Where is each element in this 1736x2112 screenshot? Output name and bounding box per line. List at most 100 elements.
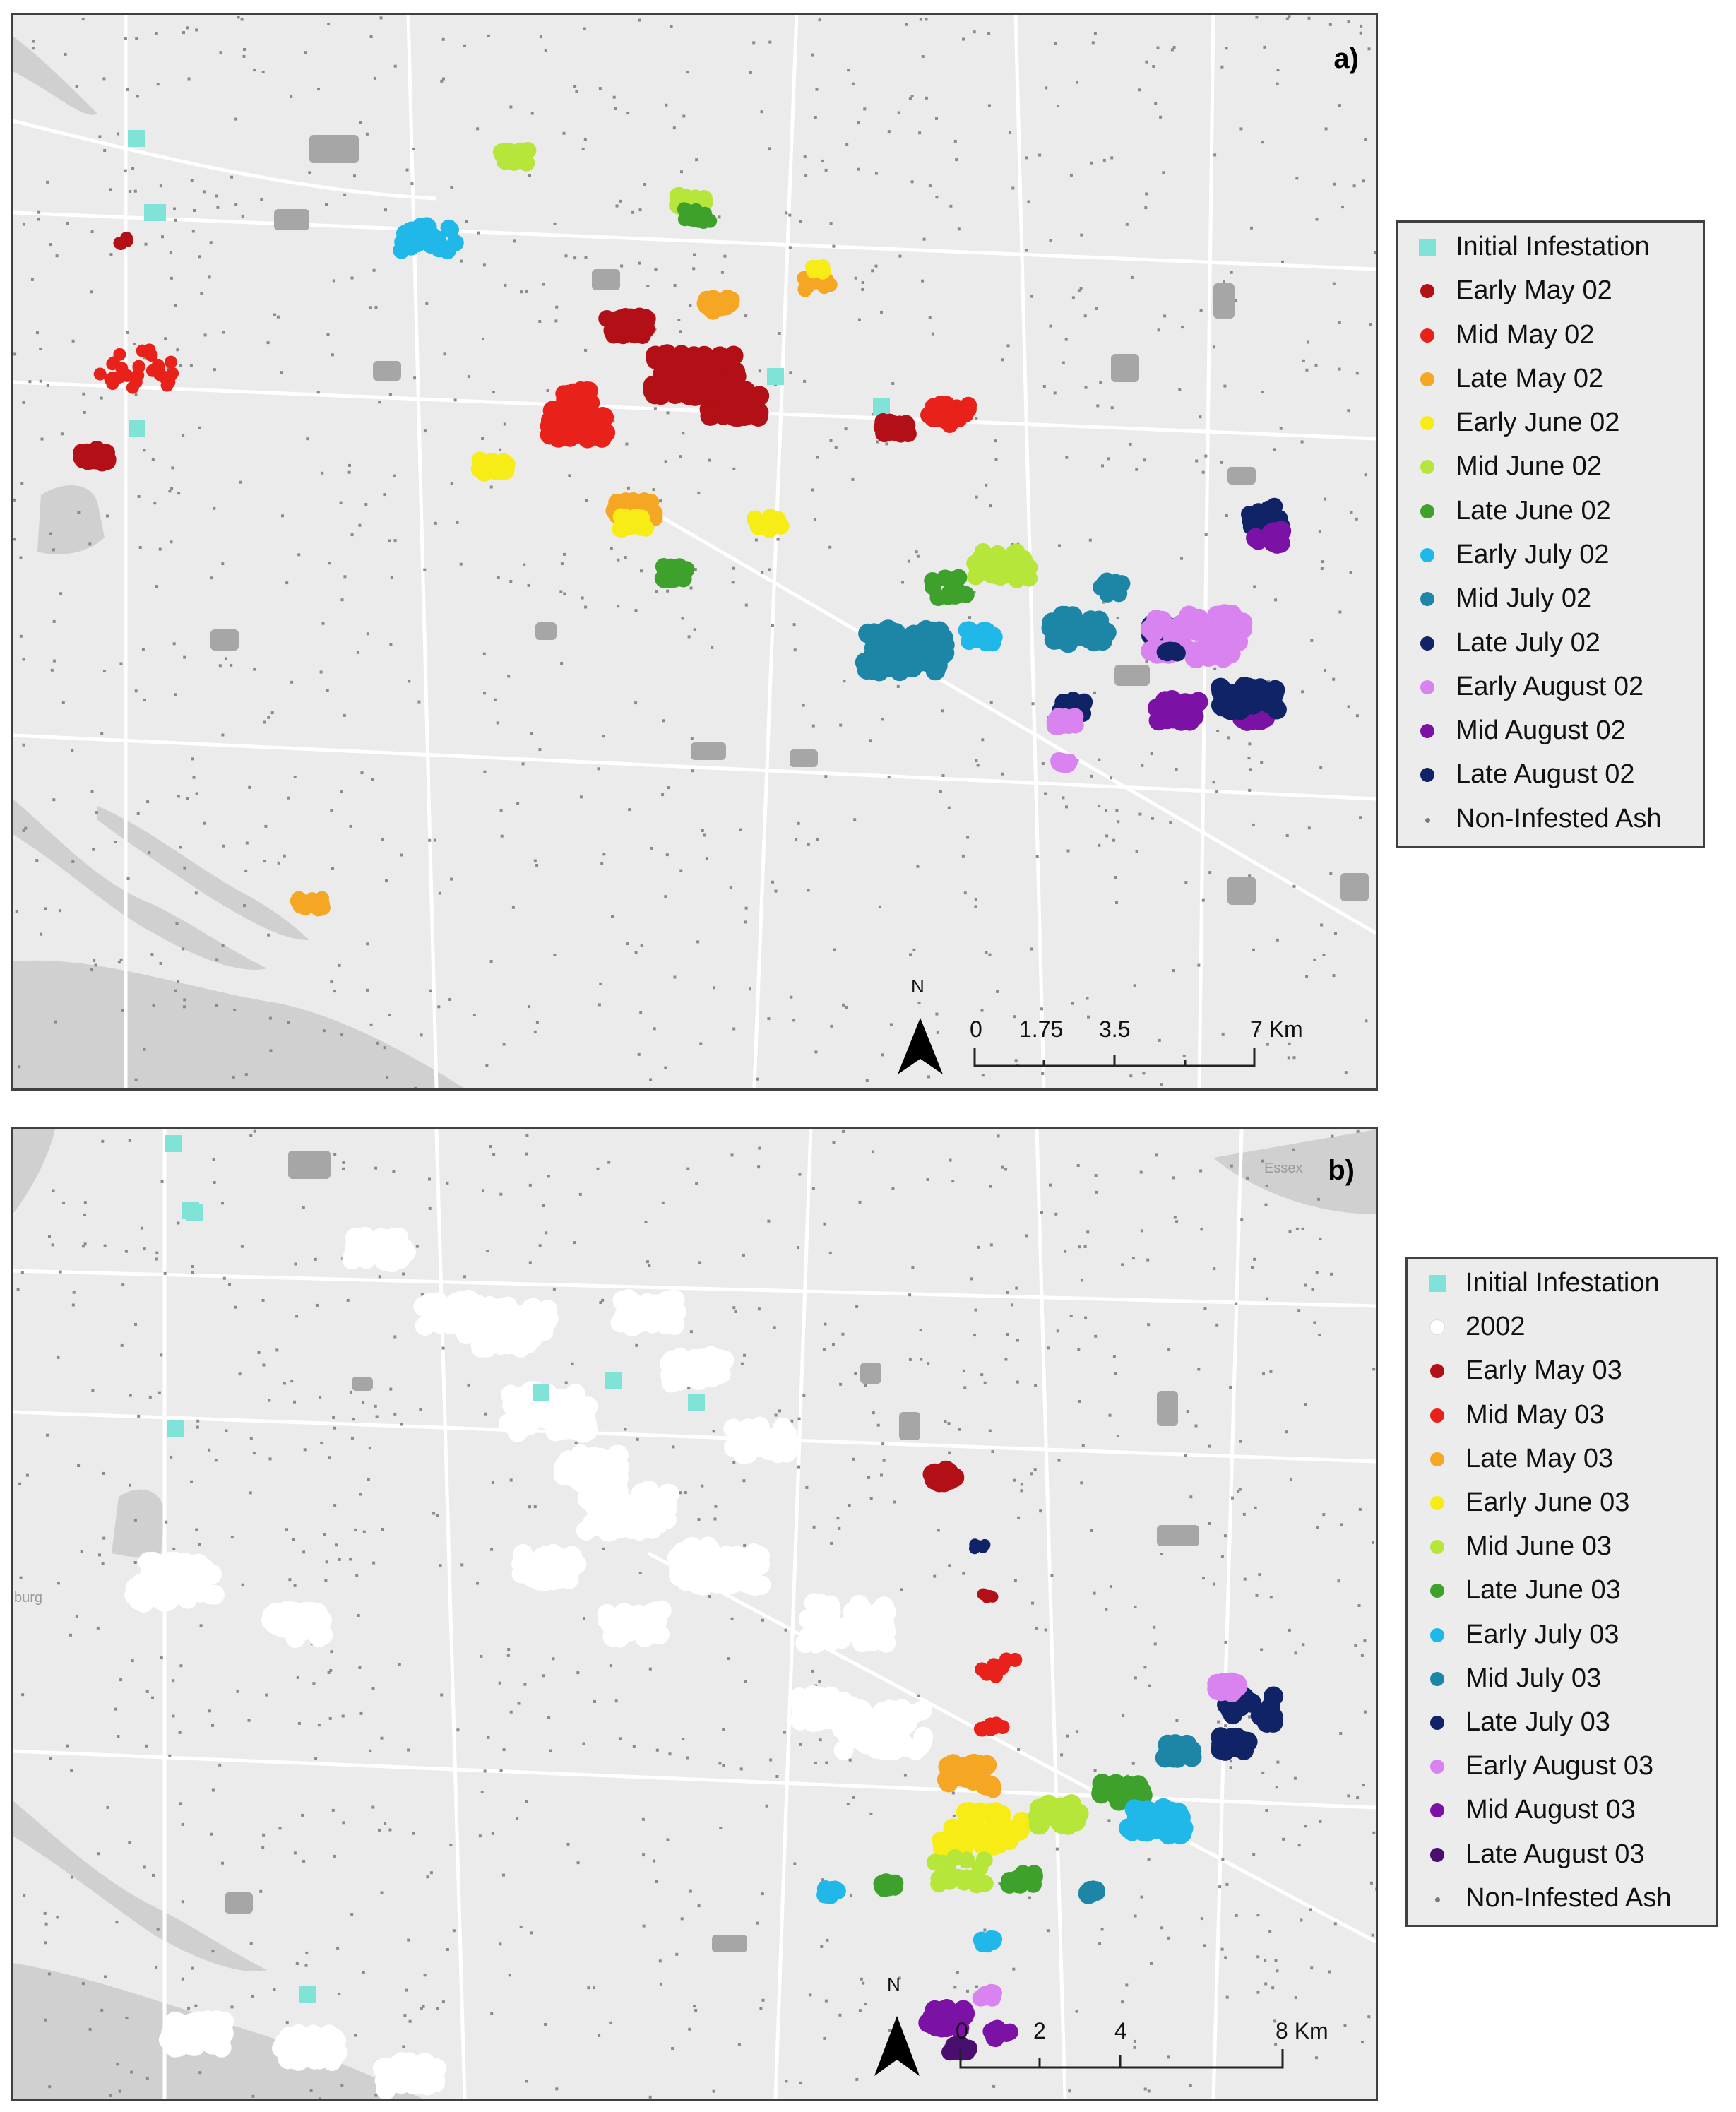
ash-point [285, 1528, 288, 1531]
ash-point [887, 130, 891, 134]
ash-point [55, 254, 59, 258]
infestation-point [290, 2029, 311, 2049]
ash-point [631, 210, 635, 214]
ash-point [1017, 1748, 1021, 1751]
ash-point [737, 2043, 741, 2046]
ash-point [552, 1287, 556, 1291]
ash-point [1204, 454, 1208, 458]
ash-point [489, 1145, 492, 1149]
ash-point [1288, 1230, 1292, 1233]
infestation-point [502, 1395, 522, 1416]
ash-point [1125, 223, 1129, 226]
ash-point [1040, 1211, 1043, 1214]
ash-point [1004, 1358, 1008, 1361]
ash-point [1281, 260, 1284, 263]
ash-point [516, 802, 520, 805]
infestation-point [700, 405, 720, 426]
ash-point [354, 2034, 357, 2037]
infestation-point [690, 1357, 711, 1377]
ash-point [1231, 1496, 1234, 1500]
ash-point [366, 942, 369, 946]
ash-point [106, 514, 109, 518]
ash-point [283, 1382, 286, 1385]
ash-point [20, 482, 24, 485]
ash-point [609, 2021, 612, 2024]
town-block [1213, 283, 1235, 319]
ash-point [240, 1245, 244, 1248]
legend-b: Initial Infestation 2002 Early May 03 Mid M… [1405, 1257, 1718, 1927]
ash-point [687, 635, 691, 639]
ash-point [597, 767, 600, 771]
ash-point [1159, 115, 1163, 119]
ash-point [181, 1822, 184, 1826]
ash-point [983, 1381, 987, 1384]
infestation-point [892, 1699, 912, 1719]
infestation-point [343, 1245, 364, 1266]
ash-point [661, 1201, 665, 1204]
ash-point [420, 2007, 423, 2010]
ash-point [992, 2084, 996, 2088]
ash-point [1030, 1472, 1033, 1476]
infestation-point [110, 372, 124, 385]
ash-point [693, 253, 696, 256]
ash-point [790, 995, 793, 999]
infestation-point [976, 1875, 994, 1892]
ash-point [1252, 823, 1255, 826]
ash-point [1138, 812, 1142, 816]
ash-point [303, 1448, 307, 1452]
ash-point [718, 215, 721, 219]
ash-point [249, 1134, 253, 1137]
ash-point [679, 1491, 682, 1495]
ash-point [37, 210, 41, 214]
infestation-point [571, 1410, 592, 1430]
ash-point [221, 562, 225, 566]
ash-point [143, 699, 146, 702]
ash-point [1229, 1386, 1232, 1389]
ash-point [962, 1369, 965, 1372]
ash-point [1252, 948, 1255, 951]
ash-point [170, 540, 173, 544]
map-panel-a: a) N 0 1.75 3.5 7 Km [11, 13, 1378, 1091]
ash-point [88, 542, 92, 546]
infestation-point [864, 623, 884, 643]
ash-point [1315, 2056, 1318, 2060]
ash-point [83, 1201, 87, 1204]
ash-point [1115, 901, 1118, 904]
ash-point [609, 1664, 612, 1668]
legend-symbol [1430, 1847, 1444, 1862]
ash-point [1264, 1203, 1268, 1206]
ash-point [874, 172, 878, 175]
ash-point [1050, 1574, 1054, 1577]
ash-point [1081, 1444, 1085, 1447]
legend-label: Early July 02 [1456, 540, 1610, 569]
ash-point [1071, 296, 1075, 299]
ash-point [1071, 1002, 1074, 1005]
ash-point [222, 844, 225, 848]
ash-point [944, 1420, 947, 1423]
ash-point [596, 1167, 600, 1170]
ash-point [119, 1678, 123, 1682]
ash-point [634, 951, 638, 954]
ash-point [846, 1802, 850, 1805]
ash-point [1256, 1991, 1260, 1994]
ash-point [16, 1288, 20, 1291]
infestation-point [90, 446, 108, 463]
infestation-point [833, 1740, 854, 1760]
ash-point [499, 809, 503, 812]
infestation-point [705, 356, 725, 376]
ash-point [43, 1911, 47, 1915]
infestation-point [974, 543, 992, 560]
ash-point [891, 1187, 895, 1190]
ash-point [374, 306, 378, 309]
ash-point [137, 495, 141, 498]
ash-point [450, 877, 453, 881]
ash-point [535, 864, 539, 867]
infestation-point [1213, 696, 1232, 717]
ash-point [109, 2094, 112, 2097]
ash-point [190, 1480, 194, 1483]
ash-point [177, 980, 180, 983]
ash-point [1129, 1074, 1133, 1078]
ash-point [420, 1293, 424, 1296]
ash-point [232, 1075, 235, 1079]
ash-point [1235, 1914, 1238, 1917]
